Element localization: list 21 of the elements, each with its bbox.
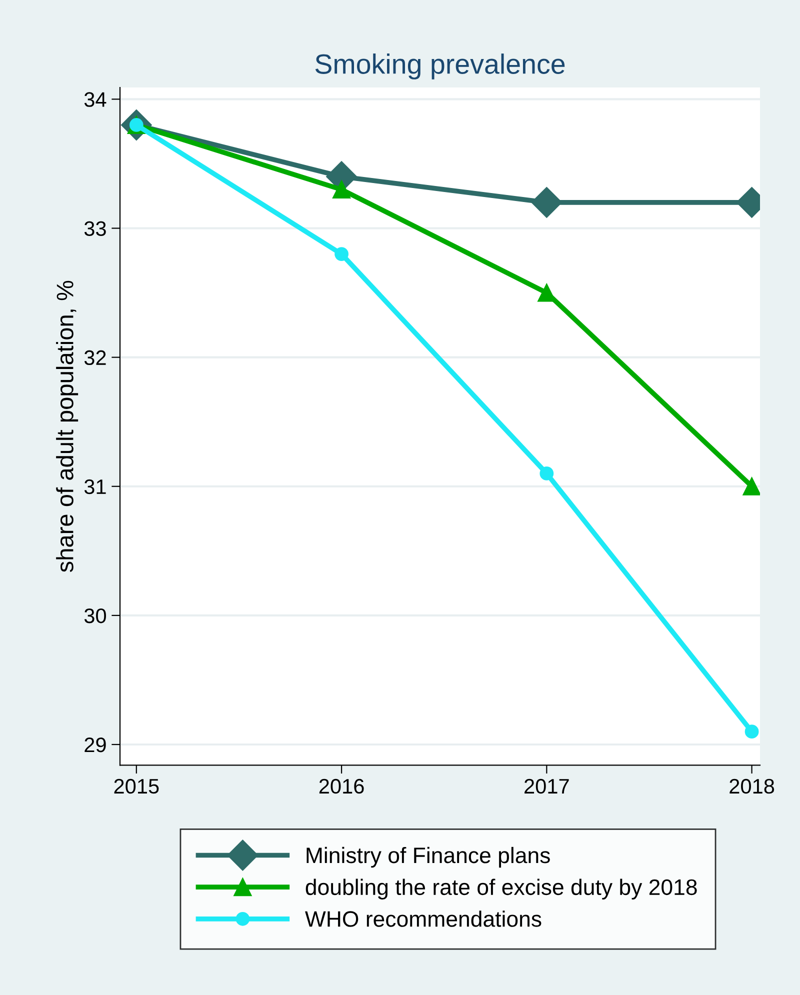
- y-tick-label: 30: [84, 608, 106, 624]
- point: [531, 187, 562, 218]
- y-tick-label: 29: [84, 738, 106, 752]
- point: [744, 724, 759, 739]
- x-tick-label: 2018: [730, 778, 774, 794]
- x-tick-label: 2017: [524, 778, 569, 794]
- y-tick-label: 32: [84, 350, 106, 366]
- point: [334, 247, 348, 261]
- y-tick-label: 34: [84, 92, 106, 107]
- y-tick-label: 31: [84, 479, 106, 494]
- point: [332, 180, 351, 199]
- x-tick-label: 2016: [319, 778, 364, 794]
- legend-label: WHO recommendations: [305, 910, 542, 927]
- point: [540, 466, 554, 480]
- y-tick-label: 33: [84, 221, 106, 236]
- x-tick-label: 2015: [114, 778, 159, 794]
- legend-label: Ministry of Finance plans: [306, 846, 550, 868]
- chart-title: Smoking prevalence: [315, 54, 565, 80]
- legend-label: doubling the rate of excise duty by 2018: [306, 878, 697, 900]
- y-axis-title: share of adult population, %: [56, 280, 78, 572]
- point: [742, 477, 760, 496]
